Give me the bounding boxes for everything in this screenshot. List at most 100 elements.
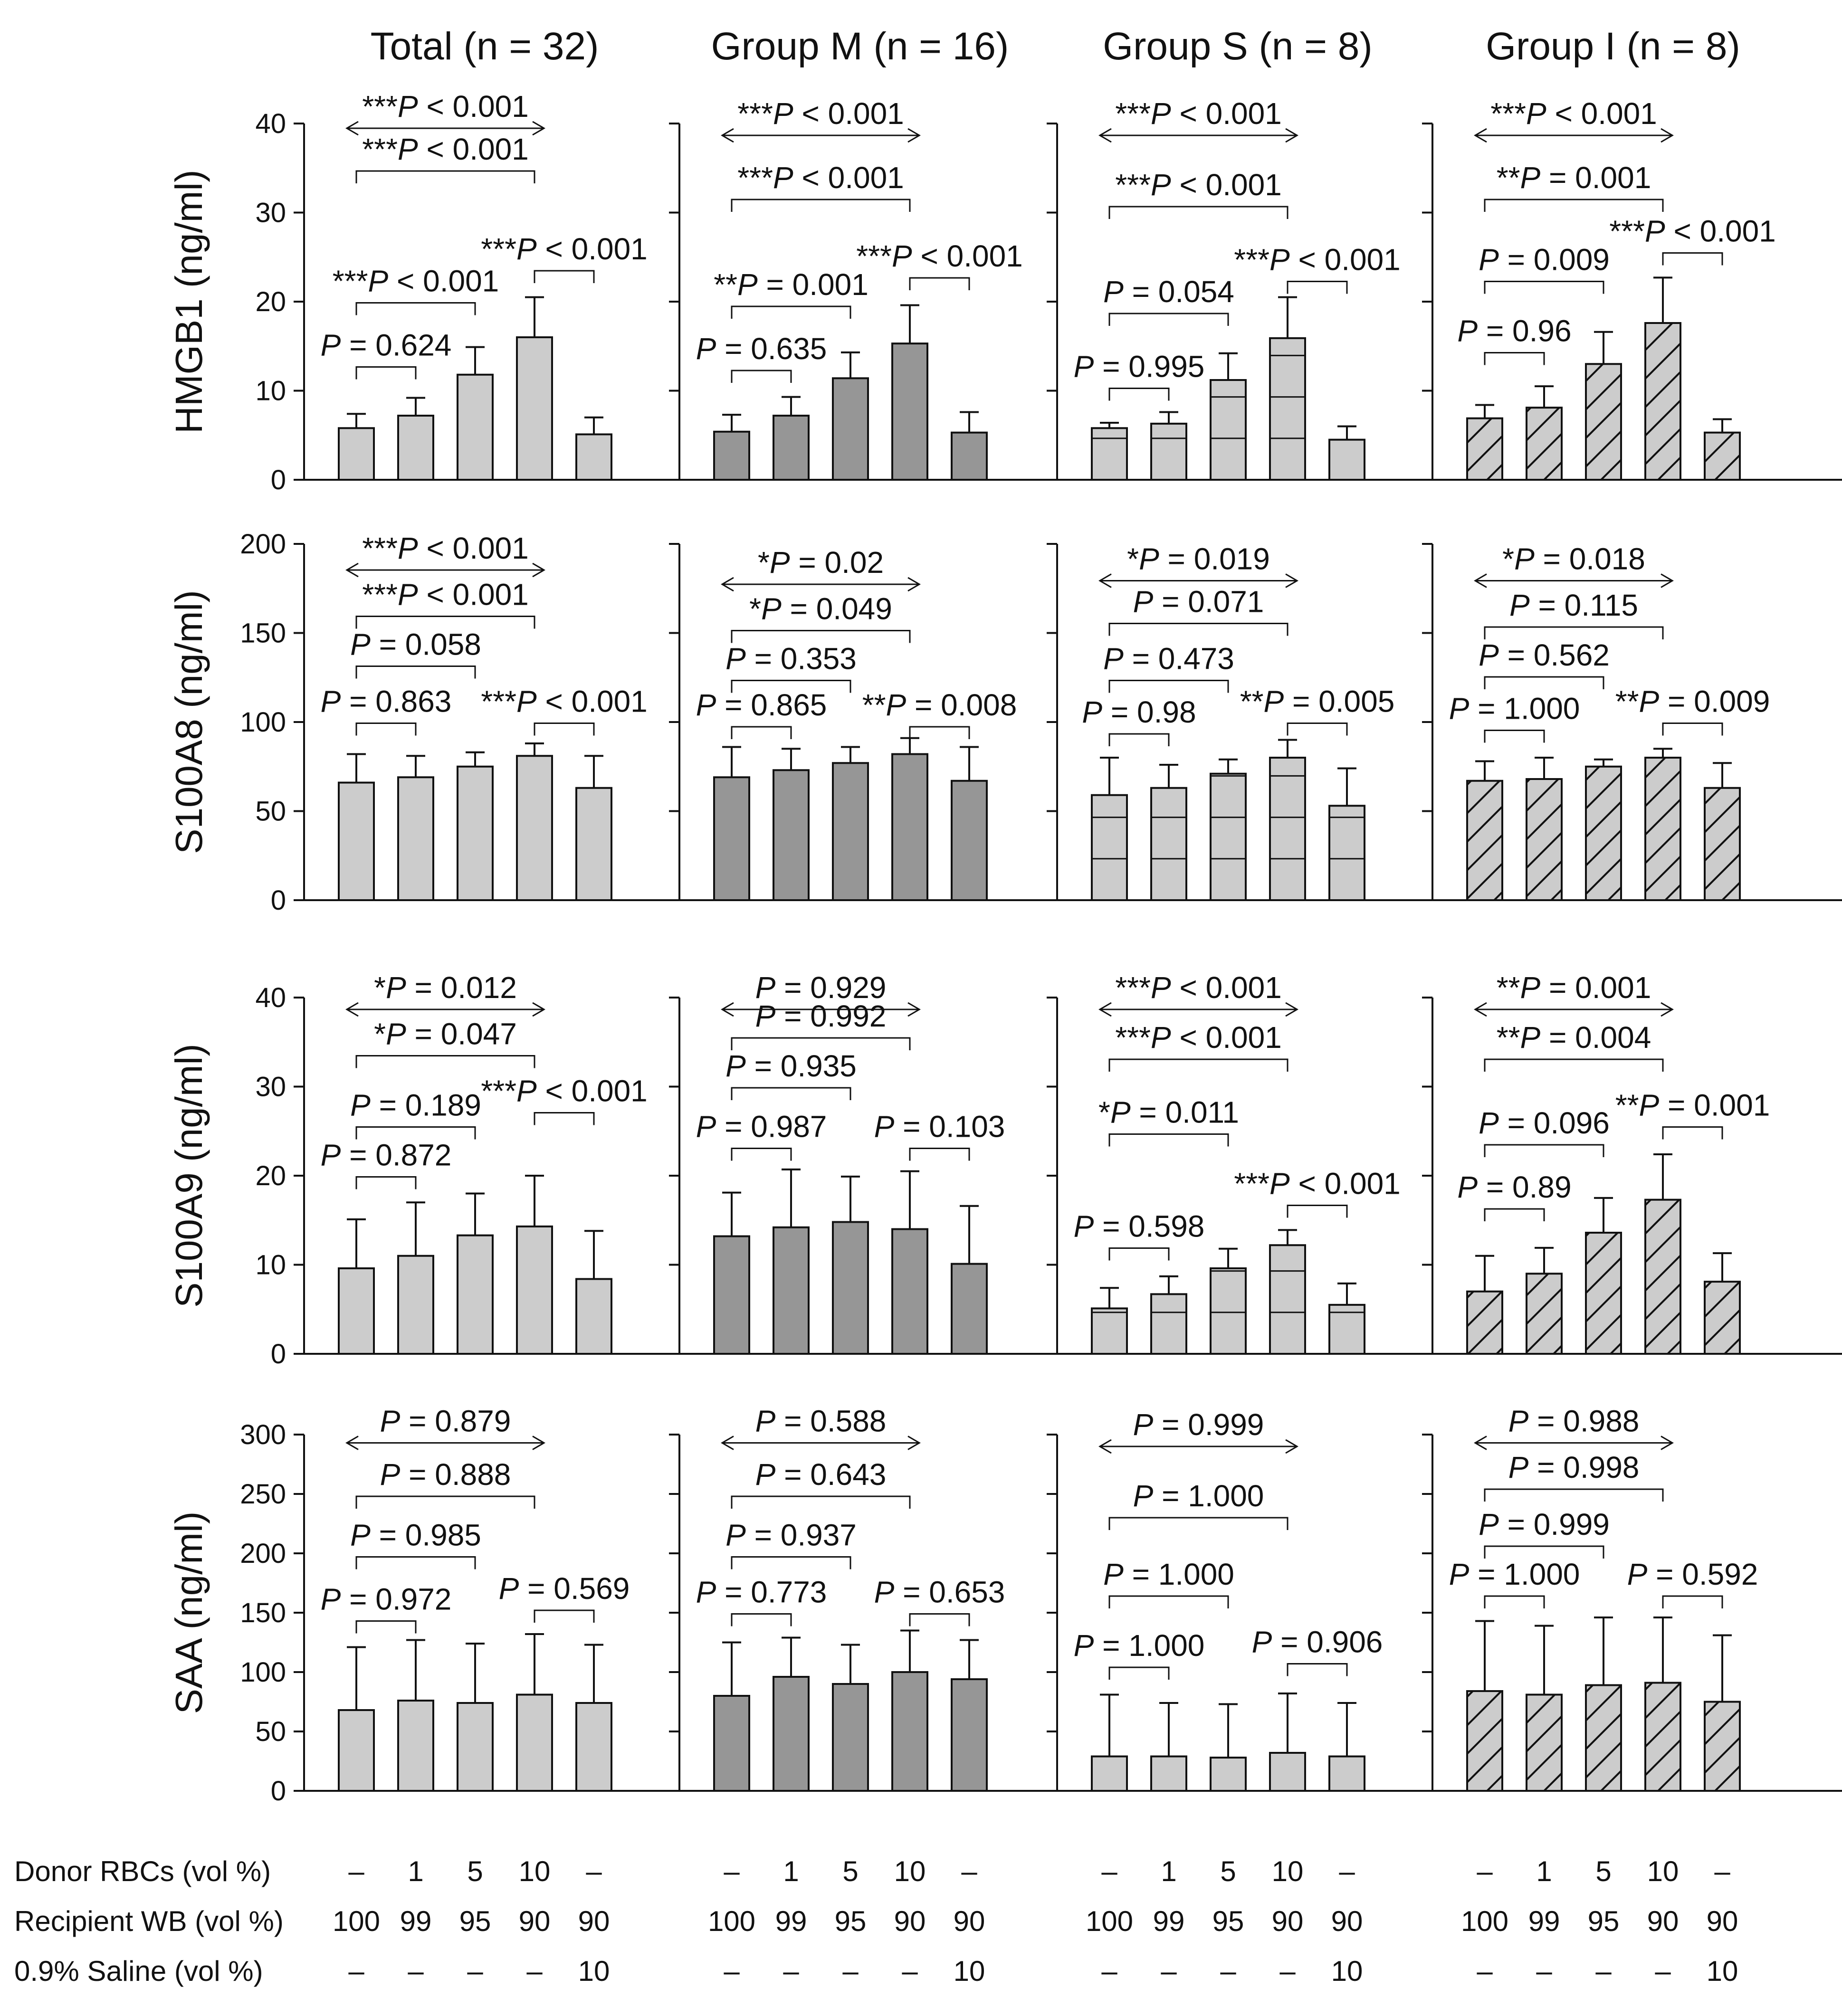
comparison-bracket <box>355 1176 417 1189</box>
condition-value: 90 <box>519 1905 551 1937</box>
condition-value: 1 <box>408 1855 423 1887</box>
bar <box>951 1263 988 1355</box>
condition-value: 10 <box>1647 1855 1679 1887</box>
p-value-label: ***P < 0.001 <box>1115 96 1282 131</box>
p-value-label: *P = 0.011 <box>1098 1095 1239 1130</box>
y-tick-label: 100 <box>240 1657 286 1688</box>
p-value-label: P = 0.058 <box>350 628 481 662</box>
arrow-head-right <box>1285 1002 1298 1017</box>
bar <box>1644 757 1681 901</box>
condition-value: – <box>586 1855 602 1887</box>
y-tick-label: 200 <box>240 529 286 560</box>
condition-value: 100 <box>1461 1905 1508 1937</box>
arrow-head-right <box>532 121 545 136</box>
y-tick-label: 100 <box>240 707 286 738</box>
bar <box>773 769 810 901</box>
bar <box>457 1234 494 1355</box>
p-value-label: P = 0.653 <box>874 1575 1005 1609</box>
y-tick-label: 0 <box>271 465 286 495</box>
bar <box>891 1228 928 1355</box>
comparison-bracket <box>1287 281 1348 294</box>
arrow-head-right <box>532 1002 545 1017</box>
p-value-label: P = 0.096 <box>1479 1106 1610 1140</box>
p-value-label: P = 0.624 <box>321 328 452 362</box>
comparison-bracket <box>355 723 417 736</box>
bar <box>397 776 434 901</box>
condition-value: 99 <box>1153 1905 1185 1937</box>
p-value-label: **P = 0.008 <box>862 688 1017 722</box>
chart-panel: ***P < 0.001 ***P < 0.001 *P = 0.011 ***P <… <box>1047 970 1561 1355</box>
comparison-bracket <box>731 680 851 693</box>
p-value-label: ***P < 0.001 <box>1234 1167 1401 1201</box>
arrow-head-left <box>1474 1002 1487 1017</box>
y-tick-label: 10 <box>255 1250 286 1281</box>
condition-value: – <box>1101 1855 1117 1887</box>
chart-panel: P = 0.988 P = 0.998 P = 0.999 P = 0.592 P = … <box>1422 1404 1842 1792</box>
comparison-bracket <box>1108 388 1170 401</box>
bar <box>397 1255 434 1355</box>
y-axis-label: HMGB1 (ng/ml) <box>168 170 210 434</box>
bar <box>832 1683 869 1792</box>
arrow-head-right <box>1661 128 1674 143</box>
condition-label: Donor RBCs (vol %) <box>14 1855 271 1887</box>
p-value-label: P = 0.888 <box>380 1457 511 1492</box>
arrow-head-right <box>1661 573 1674 588</box>
p-value-label: P = 0.89 <box>1457 1170 1571 1204</box>
arrow-head-left <box>345 121 359 136</box>
arrow-head-right <box>1285 128 1298 143</box>
comparison-bracket <box>1484 730 1545 743</box>
arrow-head-left <box>721 1436 734 1450</box>
bar <box>1704 1281 1741 1355</box>
y-tick-label: 0 <box>271 885 286 916</box>
arrow-head-left <box>1098 1439 1112 1454</box>
p-value-label: **P = 0.001 <box>1497 970 1651 1005</box>
comparison-bracket <box>355 1556 476 1569</box>
y-tick-label: 0 <box>271 1339 286 1369</box>
p-value-label: P = 0.98 <box>1082 695 1196 729</box>
comparison-bracket <box>909 726 970 739</box>
y-tick-label: 300 <box>240 1419 286 1450</box>
comparison-bracket <box>1108 1133 1229 1147</box>
comparison-bracket <box>1484 1595 1545 1608</box>
comparison-bracket <box>1662 723 1723 736</box>
p-value-label: *P = 0.019 <box>1127 542 1270 576</box>
comparison-bracket <box>1108 1247 1170 1261</box>
comparison-bracket <box>534 1609 595 1623</box>
bar <box>832 762 869 901</box>
bar <box>713 776 750 901</box>
comparison-bracket <box>1108 1666 1170 1680</box>
comparison-bracket <box>731 726 792 739</box>
p-value-label: P = 0.937 <box>725 1518 857 1552</box>
comparison-bracket <box>1484 281 1604 294</box>
condition-value: 100 <box>333 1905 380 1937</box>
bar <box>951 780 988 901</box>
bar <box>891 753 928 901</box>
chart-panel: 0 10 20 30 40 *P = 0.012 *P = 0.047 P = 0.189 **… <box>255 970 808 1369</box>
bar <box>1585 363 1622 481</box>
arrow-head-right <box>907 577 921 592</box>
arrow-head-left <box>1474 1436 1487 1450</box>
bar <box>575 1278 612 1355</box>
p-value-label: P = 0.115 <box>1509 588 1638 622</box>
arrow-head-left <box>1098 1002 1112 1017</box>
p-value-label: ***P < 0.001 <box>1490 96 1657 131</box>
p-value-label: P = 0.773 <box>696 1575 827 1609</box>
bar <box>457 765 494 901</box>
bar <box>1150 787 1187 901</box>
arrow-head-left <box>1474 128 1487 143</box>
bar <box>338 1709 375 1792</box>
y-tick-label: 150 <box>240 1598 286 1628</box>
condition-value: – <box>348 1955 364 1987</box>
condition-value: 10 <box>1331 1955 1363 1987</box>
comparison-bracket <box>1484 1208 1545 1221</box>
condition-value: – <box>724 1955 740 1987</box>
bar <box>575 1702 612 1792</box>
comparison-bracket <box>909 1148 970 1161</box>
arrow-head-right <box>907 1436 921 1450</box>
chart-panel: ***P < 0.001***P < 0.001**P = 0.001***P … <box>669 96 1183 481</box>
y-tick-label: 40 <box>255 982 286 1013</box>
y-tick-label: 250 <box>240 1479 286 1510</box>
p-value-label: P = 0.071 <box>1133 585 1264 619</box>
condition-value: 5 <box>1595 1855 1611 1887</box>
condition-value: 10 <box>578 1955 610 1987</box>
